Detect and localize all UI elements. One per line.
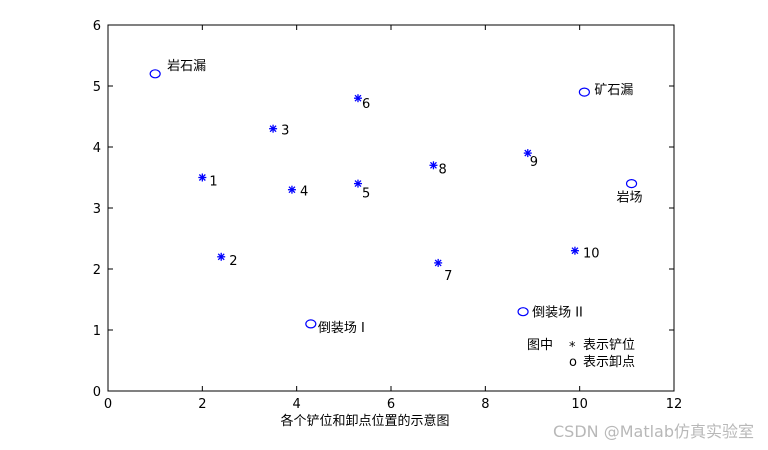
circle-point-label: 岩石漏 (167, 58, 206, 74)
star-point-label: 5 (362, 187, 370, 202)
legend-line1-marker: * (569, 340, 576, 355)
x-axis-label: 各个铲位和卸点位置的示意图 (280, 413, 449, 429)
x-tick-label: 12 (666, 397, 683, 412)
legend-line1-text: 表示铲位 (583, 338, 635, 353)
legend-line2-text: 表示卸点 (583, 354, 635, 370)
star-point-label: 9 (530, 155, 538, 170)
y-tick-label: 1 (93, 324, 101, 339)
star-point-label: 3 (281, 124, 289, 139)
star-point-8 (429, 161, 438, 170)
x-tick-label: 4 (293, 397, 301, 412)
x-tick-label: 2 (198, 397, 206, 412)
star-point-1 (198, 173, 207, 182)
legend-note: 图中 * 表示铲位 o 表示卸点 (527, 338, 635, 370)
y-tick-label: 5 (93, 80, 101, 95)
legend-line2-marker: o (569, 355, 577, 370)
x-tick-label: 8 (481, 397, 489, 412)
circle-point-label: 矿石漏 (594, 82, 633, 98)
circle-point (625, 179, 638, 189)
circle-point (578, 87, 590, 97)
star-point-label: 1 (209, 175, 217, 190)
circle-point (517, 307, 529, 317)
circle-point (305, 319, 317, 329)
x-tick-label: 10 (571, 397, 588, 412)
circle-point-label: 岩场 (617, 191, 643, 206)
y-tick-label: 0 (93, 385, 101, 400)
watermark: CSDN @Matlab仿真实验室 (553, 422, 754, 441)
star-point-4 (287, 185, 296, 194)
y-tick-label: 2 (93, 263, 101, 278)
circle-point-label: 倒装场 II (532, 306, 583, 321)
x-tick-label: 6 (387, 397, 395, 412)
star-point-5 (353, 179, 362, 188)
star-point-label: 7 (444, 269, 452, 284)
star-point-9 (523, 149, 532, 158)
star-point-label: 4 (300, 185, 308, 200)
x-tick-label: 0 (104, 397, 112, 412)
plot-area (107, 24, 675, 392)
star-point-2 (217, 252, 226, 261)
star-point-10 (570, 246, 579, 255)
star-point-3 (269, 124, 278, 133)
star-point-6 (353, 94, 362, 103)
y-tick-label: 4 (93, 141, 101, 156)
y-tick-label: 6 (93, 19, 101, 34)
circle-point (149, 69, 161, 79)
legend-line1-prefix: 图中 (527, 338, 553, 353)
star-point-label: 8 (438, 162, 446, 177)
circle-point-label: 倒装场 I (318, 321, 365, 336)
star-point-label: 6 (362, 97, 370, 112)
star-point-label: 2 (229, 254, 237, 269)
y-tick-label: 3 (93, 202, 101, 217)
star-point-7 (434, 258, 443, 267)
star-point-label: 10 (583, 247, 600, 262)
